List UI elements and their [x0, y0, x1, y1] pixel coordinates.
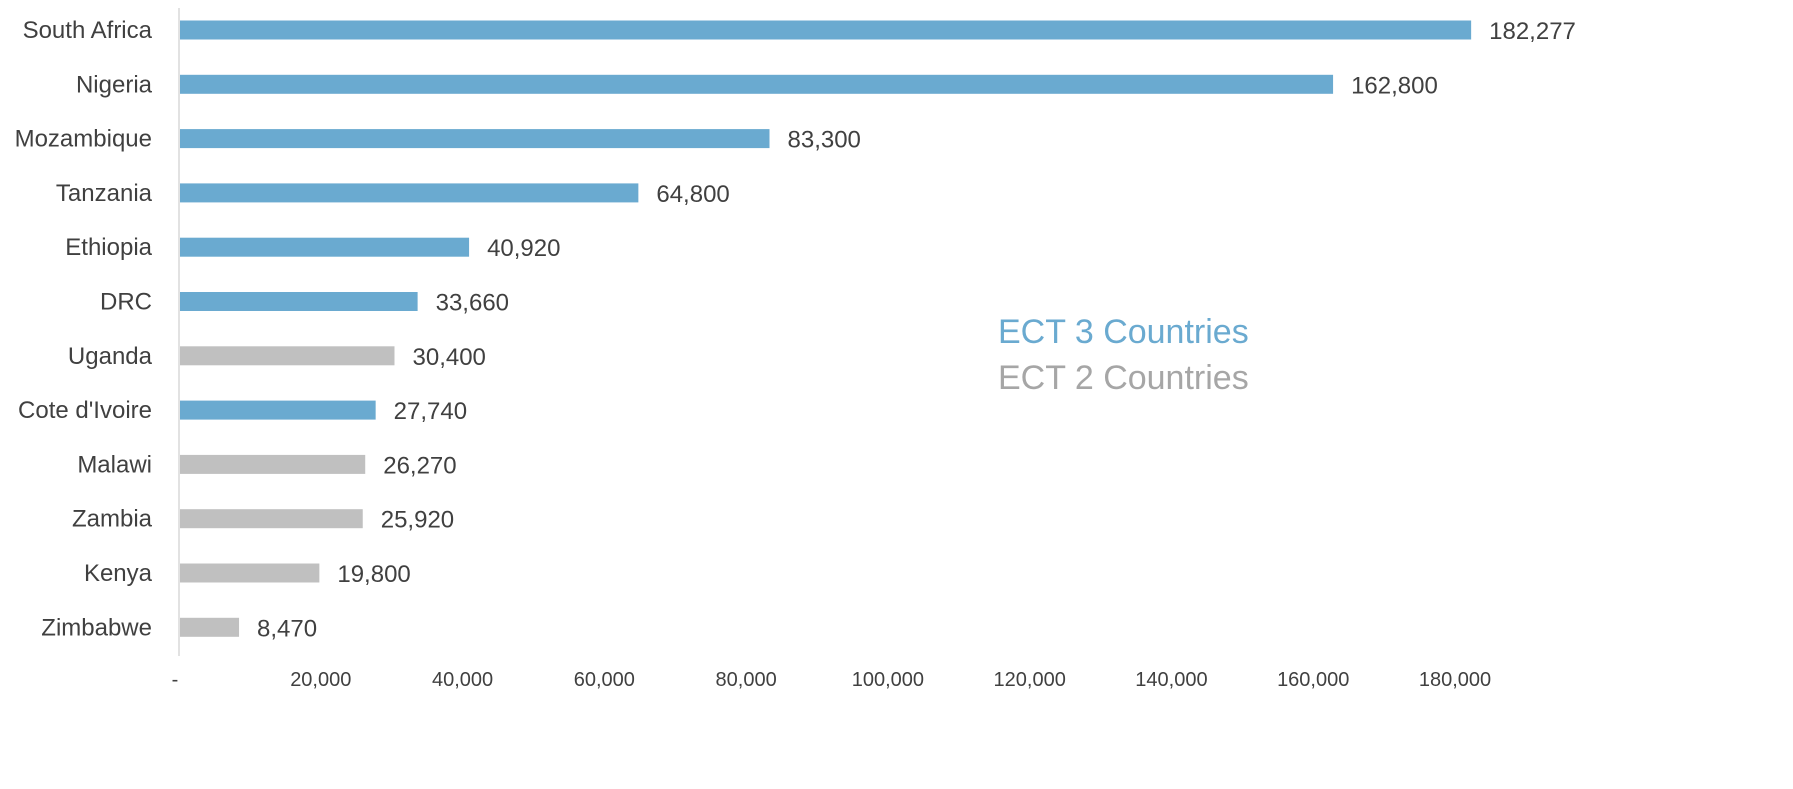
value-label-ethiopia: 40,920 [487, 235, 560, 262]
category-label-drc: DRC [100, 289, 152, 316]
x-tick-label: 120,000 [994, 669, 1066, 691]
bar-drc [180, 292, 418, 311]
bar-nigeria [180, 74, 1334, 94]
x-tick-label: 20,000 [290, 669, 351, 691]
x-tick-label: 100,000 [852, 669, 924, 691]
value-label-nigeria: 162,800 [1351, 72, 1438, 99]
value-label-kenya: 19,800 [337, 561, 410, 588]
value-label-malawi: 26,270 [383, 452, 456, 479]
bar-ethiopia [180, 237, 470, 257]
x-tick-label: 160,000 [1277, 669, 1349, 691]
x-tick-label: 80,000 [716, 669, 777, 691]
category-label-tanzania: Tanzania [56, 180, 153, 207]
x-tick-label: 40,000 [432, 669, 493, 691]
bar-tanzania [180, 183, 639, 203]
value-label-zambia: 25,920 [381, 507, 454, 534]
value-label-tanzania: 64,800 [656, 181, 729, 208]
category-label-south-africa: South Africa [23, 17, 153, 44]
value-label-south-africa: 182,277 [1489, 18, 1576, 45]
legend-entry-ect3: ECT 3 Countries [998, 313, 1249, 351]
legend-entry-ect2: ECT 2 Countries [998, 359, 1249, 397]
value-label-cote-d-ivoire: 27,740 [394, 398, 467, 425]
bar-zambia [180, 509, 363, 529]
bar-malawi [180, 454, 366, 474]
value-label-mozambique: 83,300 [788, 127, 861, 154]
x-tick-label: 180,000 [1419, 669, 1491, 691]
value-label-drc: 33,660 [436, 290, 509, 317]
bar-cote-d-ivoire [180, 400, 376, 420]
value-label-zimbabwe: 8,470 [257, 615, 317, 642]
bar-zimbabwe [180, 617, 240, 637]
value-label-uganda: 30,400 [413, 344, 486, 371]
bar-south-africa [180, 20, 1472, 40]
category-label-cote-d-ivoire: Cote d'Ivoire [18, 397, 152, 424]
category-label-zimbabwe: Zimbabwe [41, 614, 152, 641]
category-label-nigeria: Nigeria [76, 71, 153, 98]
category-label-ethiopia: Ethiopia [65, 234, 152, 261]
category-label-kenya: Kenya [84, 560, 153, 587]
category-label-uganda: Uganda [68, 343, 153, 370]
x-tick-label: 140,000 [1135, 669, 1207, 691]
x-tick-label: - [172, 669, 179, 691]
category-label-zambia: Zambia [72, 506, 153, 533]
category-label-malawi: Malawi [77, 451, 152, 478]
x-tick-label: 60,000 [574, 669, 635, 691]
category-label-mozambique: Mozambique [15, 126, 152, 153]
bar-uganda [180, 346, 395, 366]
bar-kenya [180, 563, 320, 583]
bar-mozambique [180, 129, 770, 149]
